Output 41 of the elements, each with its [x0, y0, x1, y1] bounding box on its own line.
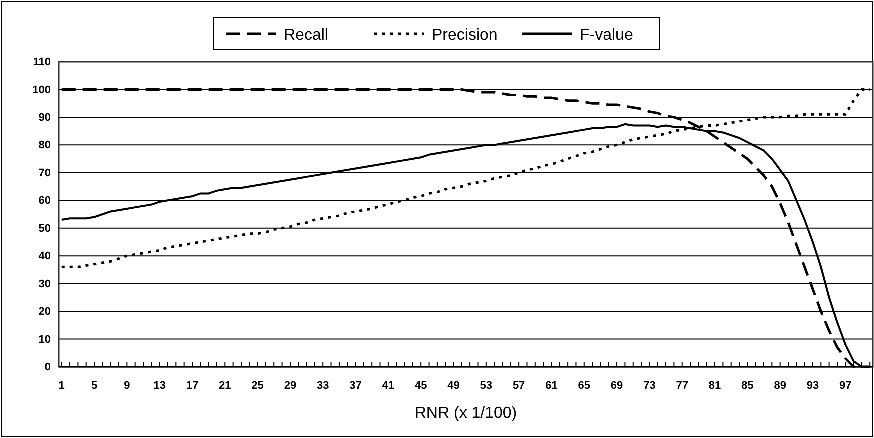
y-tick-label: 20 — [38, 306, 51, 318]
x-tick-label: 65 — [578, 380, 591, 392]
x-tick-label: 97 — [840, 380, 852, 392]
x-tick-label: 89 — [774, 380, 786, 392]
y-tick-label: 10 — [38, 334, 51, 346]
x-tick-label: 45 — [414, 380, 428, 392]
x-tick-label: 9 — [124, 380, 130, 392]
x-tick-label: 25 — [252, 380, 264, 392]
legend-label: Precision — [432, 27, 498, 44]
x-tick-label: 17 — [186, 380, 199, 392]
x-tick-label: 73 — [644, 380, 656, 392]
y-tick-label: 80 — [38, 140, 51, 152]
legend-label: F-value — [580, 27, 634, 44]
x-tick-label: 49 — [448, 380, 460, 392]
x-tick-label: 69 — [610, 380, 624, 392]
y-tick-label: 100 — [32, 84, 51, 96]
x-tick-label: 37 — [350, 380, 362, 392]
y-tick-label: 70 — [38, 167, 51, 180]
x-tick-label: 5 — [91, 380, 98, 392]
x-tick-label: 41 — [382, 380, 395, 392]
x-tick-label: 1 — [58, 380, 65, 392]
x-tick-label: 85 — [742, 380, 754, 392]
y-tick-label: 110 — [33, 56, 51, 69]
y-tick-label: 40 — [38, 250, 51, 263]
x-tick-label: 13 — [154, 380, 166, 392]
y-tick-label: 50 — [38, 222, 51, 235]
x-tick-label: 57 — [512, 380, 526, 392]
x-tick-label: 93 — [806, 380, 820, 392]
y-tick-label: 30 — [38, 278, 51, 290]
x-tick-label: 61 — [546, 380, 558, 392]
x-tick-label: 53 — [480, 380, 493, 392]
x-tick-label: 81 — [708, 380, 722, 392]
x-tick-label: 29 — [284, 380, 297, 392]
x-tick-label: 33 — [316, 380, 330, 392]
x-tick-label: 21 — [219, 380, 232, 392]
y-tick-label: 0 — [44, 362, 51, 374]
x-tick-label: 77 — [676, 380, 688, 392]
legend-label: Recall — [284, 27, 328, 44]
y-tick-label: 60 — [38, 195, 51, 208]
y-tick-label: 90 — [38, 112, 51, 124]
x-axis-title: RNR (x 1/100) — [414, 405, 518, 422]
